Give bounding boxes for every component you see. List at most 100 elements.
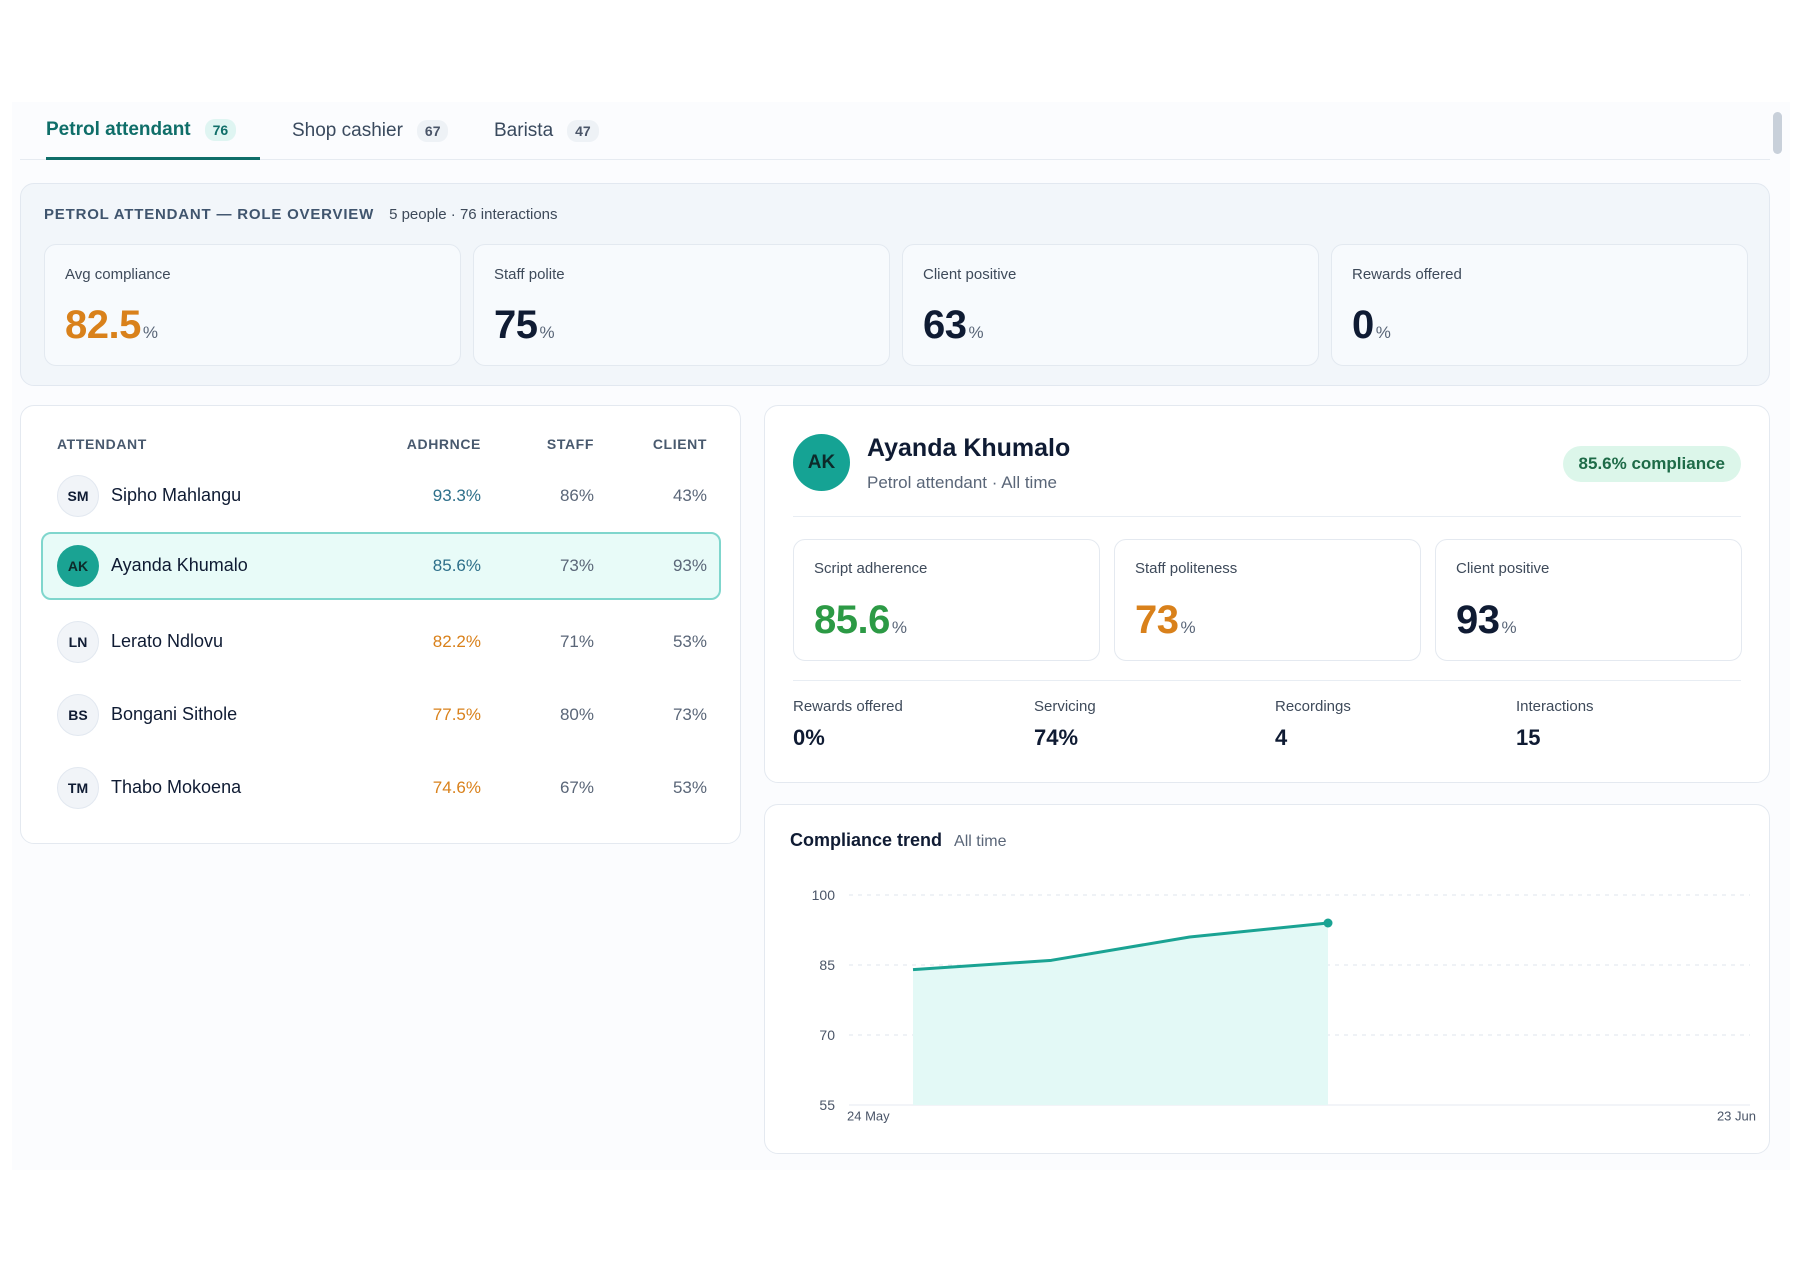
series-line (912, 921, 1329, 972)
y-tick-label: 100 (812, 887, 836, 903)
role-overview-panel: PETROL ATTENDANT — ROLE OVERVIEW 5 peopl… (20, 183, 1770, 386)
y-tick-label: 55 (819, 1097, 835, 1113)
adherence-value: 77.5% (432, 705, 481, 724)
stat-client-positive: Client positive 63% (902, 244, 1319, 366)
stat-value: 0 (1352, 303, 1374, 347)
metric-label: Client positive (1456, 560, 1550, 577)
table-row[interactable]: TM Thabo Mokoena 74.6% 67% 53% (41, 754, 721, 822)
stat-rewards-offered: Rewards offered 0% (1331, 244, 1748, 366)
overview-meta: 5 people · 76 interactions (389, 206, 558, 223)
divider (793, 680, 1741, 681)
profile-subtitle: Petrol attendant · All time (867, 473, 1057, 492)
stat-label: Avg compliance (65, 266, 171, 283)
staff-value: 86% (559, 486, 594, 505)
mini-value: 15 (1516, 725, 1541, 750)
adherence-value: 85.6% (432, 556, 481, 575)
mini-label: Servicing (1034, 698, 1096, 715)
app-root: Petrol attendant 76 Shop cashier 67 Bari… (12, 102, 1790, 1170)
column-header-client[interactable]: CLIENT (652, 436, 707, 452)
avatar: LN (57, 621, 99, 663)
adherence-value: 82.2% (432, 632, 481, 651)
tab-petrol-attendant[interactable]: Petrol attendant 76 (46, 102, 260, 160)
stat-label: Client positive (923, 266, 1017, 283)
client-value: 53% (672, 778, 707, 797)
table-row[interactable]: SM Sipho Mahlangu 93.3% 86% 43% (41, 462, 721, 530)
mini-stat-interactions: Interactions 15 (1516, 698, 1594, 751)
table-row[interactable]: BS Bongani Sithole 77.5% 80% 73% (41, 681, 721, 749)
metric-value: 73 (1135, 598, 1179, 642)
attendant-name: Thabo Mokoena (111, 777, 242, 797)
avatar: BS (57, 694, 99, 736)
tab-count: 67 (416, 120, 449, 142)
mini-stat-rewards-offered: Rewards offered 0% (793, 698, 903, 751)
avatar: TM (57, 767, 99, 809)
staff-value: 67% (559, 778, 594, 797)
table-row-selected[interactable]: AK Ayanda Khumalo 85.6% 73% 93% (41, 532, 721, 600)
column-header-attendant[interactable]: ATTENDANT (57, 436, 147, 452)
client-value: 53% (672, 632, 707, 651)
staff-value: 71% (559, 632, 594, 651)
mini-label: Rewards offered (793, 698, 903, 715)
tab-label: Shop cashier (292, 120, 403, 141)
compliance-badge: 85.6% compliance (1562, 446, 1741, 482)
avatar: AK (57, 545, 99, 587)
tab-count: 47 (567, 120, 599, 142)
stat-unit: % (539, 323, 555, 342)
mini-label: Interactions (1516, 698, 1594, 715)
divider (793, 516, 1741, 517)
column-header-staff[interactable]: STAFF (546, 436, 594, 452)
metric-staff-politeness: Staff politeness 73% (1114, 539, 1421, 661)
tab-barista[interactable]: Barista 47 (494, 102, 599, 160)
trend-subtitle: All time (954, 833, 1007, 850)
avatar: SM (57, 475, 99, 517)
profile-name: Ayanda Khumalo (867, 434, 1071, 462)
stat-label: Staff polite (494, 266, 565, 283)
data-point (1323, 918, 1333, 928)
compliance-trend-card: Compliance trend All time 100 85 70 55 24 Ma… (764, 804, 1770, 1154)
adherence-value: 74.6% (432, 778, 481, 797)
stat-staff-polite: Staff polite 75% (473, 244, 890, 366)
tab-label: Barista (494, 120, 554, 141)
stat-value: 63 (923, 303, 967, 347)
stat-value: 82.5 (65, 303, 141, 347)
mini-stat-recordings: Recordings 4 (1275, 698, 1351, 751)
metric-unit: % (1501, 618, 1517, 637)
stat-label: Rewards offered (1352, 266, 1462, 283)
x-tick-label: 24 May (847, 1109, 890, 1124)
metric-unit: % (891, 618, 907, 637)
metric-label: Script adherence (814, 560, 928, 577)
metric-value: 93 (1456, 598, 1500, 642)
mini-stat-servicing: Servicing 74% (1034, 698, 1096, 751)
tab-shop-cashier[interactable]: Shop cashier 67 (292, 102, 449, 160)
attendant-name: Lerato Ndlovu (111, 631, 224, 651)
y-tick-label: 85 (819, 957, 835, 973)
tab-count: 76 (204, 118, 237, 141)
adherence-value: 93.3% (432, 486, 481, 505)
profile-avatar: AK (793, 434, 850, 491)
staff-value: 80% (559, 705, 594, 724)
scrollbar-thumb[interactable] (1773, 112, 1782, 154)
y-tick-label: 70 (819, 1027, 835, 1043)
attendants-table: ATTENDANT ADHRNCE STAFF CLIENT SM Sipho … (20, 405, 741, 844)
metric-client-positive: Client positive 93% (1435, 539, 1742, 661)
client-value: 73% (672, 705, 707, 724)
series-area (913, 923, 1328, 1105)
mini-value: 0% (793, 725, 825, 750)
compliance-trend-chart: 100 85 70 55 24 May 23 Jun (812, 887, 1756, 1124)
table-row[interactable]: LN Lerato Ndlovu 82.2% 71% 53% (41, 608, 721, 676)
staff-value: 73% (559, 556, 594, 575)
attendant-profile-card: AK Ayanda Khumalo Petrol attendant · All… (764, 405, 1770, 783)
attendant-name: Sipho Mahlangu (111, 485, 242, 505)
attendant-name: Bongani Sithole (111, 704, 238, 724)
stat-unit: % (968, 323, 984, 342)
role-tabs: Petrol attendant 76 Shop cashier 67 Bari… (20, 102, 1770, 160)
metric-value: 85.6 (814, 598, 890, 642)
tab-label: Petrol attendant (46, 118, 191, 140)
stat-unit: % (1375, 323, 1391, 342)
stat-avg-compliance: Avg compliance 82.5% (44, 244, 461, 366)
trend-title: Compliance trend (790, 830, 943, 850)
client-value: 93% (672, 556, 707, 575)
column-header-adherence[interactable]: ADHRNCE (406, 436, 481, 452)
x-tick-label: 23 Jun (1717, 1109, 1756, 1124)
attendant-name: Ayanda Khumalo (111, 555, 248, 575)
